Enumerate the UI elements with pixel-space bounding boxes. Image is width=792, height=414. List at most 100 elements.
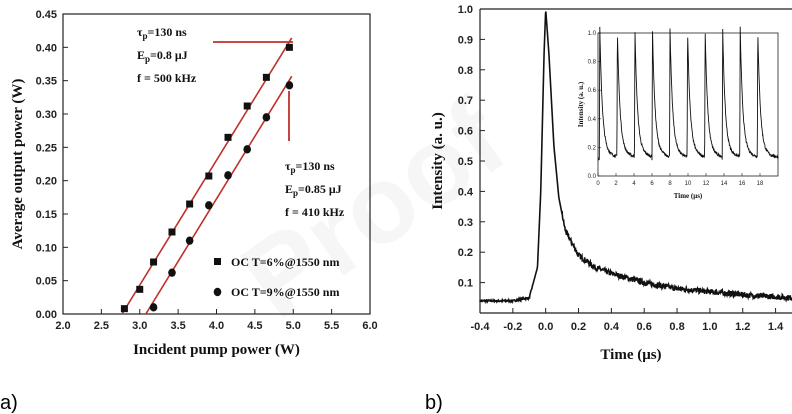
data-point-square (243, 102, 251, 110)
annotation-subscript: p (293, 188, 298, 198)
data-point-circle (224, 171, 232, 180)
data-point-circle (168, 268, 176, 277)
inset-y-tick-label: 0.2 (588, 145, 597, 151)
y-axis-label: Intensity (a. u.) (430, 112, 446, 210)
annotation-line-2: Ep=0.8 μJ (137, 48, 188, 64)
x-axis-label: Incident pump power (W) (133, 342, 300, 358)
annotation-subscript: p (291, 165, 296, 175)
x-axis-label: Time (μs) (600, 347, 661, 363)
data-point-circle (149, 303, 158, 312)
data-point-circle (285, 81, 294, 90)
x-tick-label: -0.4 (471, 321, 491, 333)
y-tick-label: 0.20 (36, 176, 57, 188)
inset-y-tick-label: 0.4 (588, 117, 597, 123)
y-tick-label: 0.25 (36, 142, 57, 154)
y-axis-label: Average output power (W) (10, 79, 26, 250)
data-point-square (150, 258, 158, 266)
x-tick-label: 5.5 (324, 320, 339, 332)
annotation-line-3: f = 410 kHz (285, 205, 345, 219)
y-tick-label: 0.3 (458, 217, 473, 229)
y-tick-label: 0.30 (36, 109, 57, 121)
data-point-circle (185, 236, 194, 245)
inset-x-tick-label: 12 (703, 181, 710, 187)
legend-marker-square (214, 258, 221, 265)
x-tick-label: 3.5 (170, 320, 185, 332)
inset-chart: 0 2 4 6 8 10 12 14 16 18 0.0 0.2 0.4 0.6 0.8 1.0 Time (μ… (577, 26, 779, 200)
y-tick-label: 0.4 (458, 186, 474, 198)
annotation-line-1: τp=130 ns (137, 25, 187, 41)
inset-x-tick-label: 18 (757, 181, 764, 187)
data-point-square (120, 305, 128, 313)
inset-x-tick-label: 6 (650, 181, 654, 187)
chart-panel-b: -0.4 -0.2 0.0 0.2 0.4 0.6 0.8 1.0 1.2 1.4 0.1 0.2 0.… (425, 4, 792, 414)
annotation-value: =0.8 μJ (150, 48, 188, 62)
x-tick-label: -0.2 (503, 321, 522, 333)
y-tick-label: 0.1 (458, 278, 473, 290)
inset-x-tick-label: 4 (632, 181, 636, 187)
inset-x-tick-label: 0 (596, 181, 600, 187)
y-tick-label: 0.05 (36, 276, 57, 288)
panel-label: b) (425, 392, 443, 414)
inset-x-tick-label: 10 (685, 181, 692, 187)
annotation-value: =130 ns (296, 159, 336, 173)
y-tick-label: 0.15 (36, 209, 57, 221)
data-point-square (168, 228, 176, 236)
inset-y-tick-label: 1.0 (588, 31, 597, 37)
data-point-square (136, 285, 144, 293)
x-tick-label: 4.0 (209, 320, 224, 332)
x-tick-label: 0.2 (571, 321, 586, 333)
data-point-circle (205, 201, 213, 210)
legend-entry: OC T=6%@1550 nm (231, 255, 339, 269)
x-tick-label: 5.0 (286, 320, 301, 332)
panel-label: a) (0, 392, 18, 414)
x-tick-label: 0.6 (637, 321, 652, 333)
annotation-symbol: τ (285, 159, 291, 173)
x-tick-label: 1.0 (702, 321, 717, 333)
pulse-trace (479, 11, 792, 305)
data-point-square (224, 133, 232, 141)
annotation-value: =0.85 μJ (298, 182, 342, 196)
legend-marker-circle (213, 287, 222, 297)
x-tick-label: 1.4 (768, 321, 784, 333)
x-tick-label: 3.0 (132, 320, 147, 332)
y-tick-label: 0.2 (458, 247, 473, 259)
annotation-symbol: τ (137, 25, 143, 39)
legend-entry: OC T=9%@1550 nm (231, 285, 339, 299)
y-tick-label: 0.5 (458, 156, 473, 168)
data-point-square (262, 73, 270, 81)
annotation-line-1: τp=130 ns (285, 159, 335, 175)
data-point-circle (243, 145, 251, 154)
y-tick-label: 0.9 (458, 34, 473, 46)
annotation-subscript: p (145, 54, 150, 64)
inset-x-tick-label: 2 (614, 181, 618, 187)
x-tick-label: 4.5 (247, 320, 262, 332)
data-point-square (205, 172, 213, 180)
y-tick-label: 0.8 (458, 65, 473, 77)
x-tick-label: 6.0 (362, 320, 377, 332)
x-tick-label: 1.2 (735, 321, 750, 333)
inset-x-tick-label: 8 (668, 181, 672, 187)
x-tick-label: 0.4 (604, 321, 620, 333)
y-tick-label: 0.6 (458, 126, 473, 138)
y-tick-label: 0.35 (36, 76, 57, 88)
annotation-line-3: f = 500 kHz (137, 71, 197, 85)
inset-y-tick-label: 0.8 (588, 60, 597, 66)
y-tick-label: 0.10 (36, 242, 57, 254)
y-tick-label: 0.40 (36, 42, 57, 54)
y-tick-label: 1.0 (458, 4, 473, 16)
chart-panel-a: 2.0 2.5 3.0 3.5 4.0 4.5 5.0 5.5 6.0 0.00 0.05 0.10 0… (0, 9, 378, 414)
legend: OC T=6%@1550 nm OC T=9%@1550 nm (213, 255, 339, 299)
inset-x-tick-label: 14 (721, 181, 728, 187)
inset-y-axis-label: Intensity (a. u.) (577, 81, 585, 127)
inset-pulse-train (597, 26, 779, 162)
inset-x-tick-label: 16 (739, 181, 746, 187)
inset-y-tick-label: 0.6 (588, 88, 597, 94)
data-point-circle (262, 113, 271, 122)
x-tick-label: 2.5 (94, 320, 109, 332)
annotation-value: =130 ns (148, 25, 188, 39)
x-tick-label: 2.0 (55, 320, 70, 332)
y-tick-label: 0.45 (36, 9, 57, 21)
x-tick-label: 0.0 (538, 321, 553, 333)
annotation-subscript: p (143, 31, 148, 41)
